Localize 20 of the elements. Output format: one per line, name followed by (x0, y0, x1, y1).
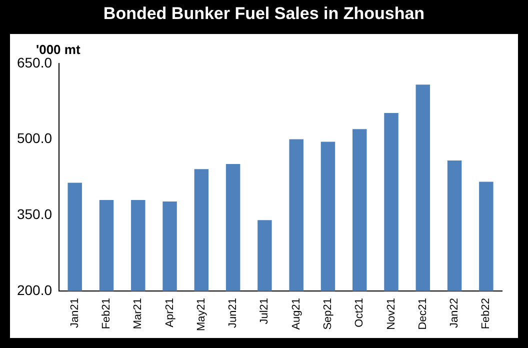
x-tick-label: Jul21 (258, 298, 271, 324)
y-tick-label: 350.0 (16, 206, 52, 222)
x-tick-label: Mar21 (132, 298, 144, 330)
chart-title: Bonded Bunker Fuel Sales in Zhoushan (102, 4, 426, 24)
x-tick-label: Sep21 (322, 298, 334, 330)
x-tick-label: Dec21 (416, 298, 429, 330)
x-tick-label: Aug21 (290, 298, 302, 330)
x-tick-label: Jan21 (68, 298, 81, 328)
x-tick-label: May21 (195, 298, 208, 332)
x-tick-label: Feb22 (480, 298, 492, 330)
y-tick-label: 650.0 (16, 54, 52, 70)
x-tick-label: Jun21 (227, 298, 240, 328)
x-tick-label: Nov21 (385, 298, 398, 330)
y-tick-label: 500.0 (16, 130, 52, 146)
y-axis-title: '000 mt (36, 42, 80, 57)
x-tick-label: Apr21 (164, 298, 176, 328)
x-tick-label: Jan22 (448, 298, 461, 328)
x-tick-label: Oct21 (354, 298, 366, 328)
x-tick-label: Feb21 (100, 298, 113, 330)
y-tick-label: 200.0 (16, 282, 52, 298)
